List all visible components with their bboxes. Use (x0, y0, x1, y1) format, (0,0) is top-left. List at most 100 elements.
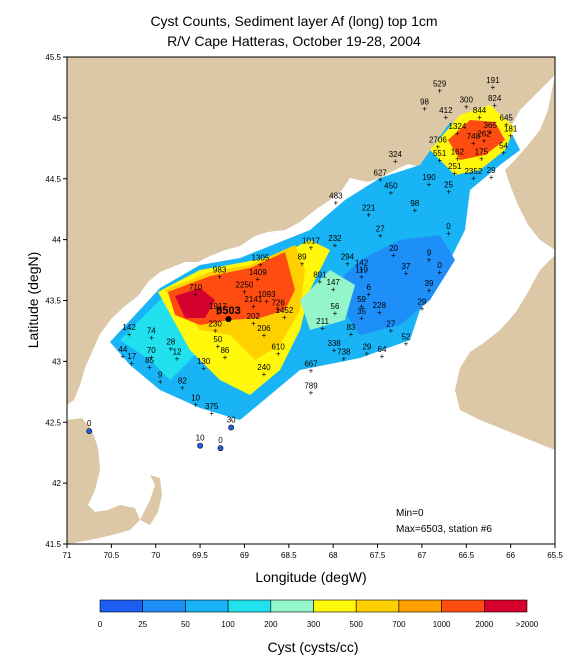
station-value: 551 (433, 149, 447, 158)
station-marker: + (377, 308, 382, 317)
station-value: 175 (475, 148, 489, 157)
station-marker: + (491, 83, 496, 92)
land-new-brunswick-coast (505, 75, 555, 250)
station-marker: + (359, 265, 364, 274)
colorbar-tick-label: 300 (307, 620, 321, 629)
station-value: 27 (386, 319, 395, 328)
station-value: 824 (488, 94, 502, 103)
station-marker: + (180, 384, 185, 393)
station-marker: + (149, 334, 154, 343)
station-marker: + (282, 313, 287, 322)
x-tick-label: 66.5 (458, 551, 474, 560)
station-marker: + (209, 409, 214, 418)
station-marker: + (378, 231, 383, 240)
station-value: 300 (460, 95, 474, 104)
station-value: 98 (420, 98, 429, 107)
x-tick-label: 69 (240, 551, 249, 560)
colorbar-swatch (355, 599, 400, 613)
station-marker: + (391, 251, 396, 260)
colorbar-tick-label: 500 (350, 620, 364, 629)
station-value: 450 (384, 182, 398, 191)
station-marker: + (365, 349, 370, 358)
station-value: 483 (329, 191, 343, 200)
x-axis-ticks: 71 70.5 70 69.5 69 68.5 68 67.5 67 66.5 66 65.5 (63, 544, 563, 560)
station-marker: + (193, 290, 198, 299)
station-value: 6503 (216, 305, 240, 317)
station-marker: + (389, 189, 394, 198)
station-marker: + (359, 302, 364, 311)
station-value: 206 (257, 324, 271, 333)
station-marker: + (251, 319, 256, 328)
station-marker: + (333, 309, 338, 318)
station-value: 0 (218, 436, 223, 445)
station-marker: + (223, 353, 228, 362)
station-value: 610 (271, 342, 285, 351)
station-value: 98 (410, 199, 419, 208)
station-value: 25 (444, 180, 453, 189)
station-value: 17 (127, 352, 136, 361)
x-tick-label: 68 (329, 551, 338, 560)
station-value: 1452 (275, 306, 293, 315)
station-value: 232 (328, 234, 342, 243)
station-marker: + (213, 326, 218, 335)
station-marker: + (127, 330, 132, 339)
station-value: 83 (346, 323, 355, 332)
colorbar-swatch (441, 599, 485, 613)
station-value: 147 (327, 278, 341, 287)
station-marker: + (276, 349, 281, 358)
station-value: 251 (448, 162, 462, 171)
station-value: 56 (331, 302, 340, 311)
max-note: Max=6503, station #6 (396, 524, 492, 535)
station-value: 54 (499, 142, 508, 151)
y-tick-label: 45.5 (45, 53, 61, 62)
station-marker: + (300, 259, 305, 268)
station-value: 891 (313, 271, 327, 280)
station-value: 726 (271, 299, 285, 308)
contour-green-central (300, 270, 355, 330)
station-marker: + (318, 278, 323, 287)
station-value: 74 (147, 327, 156, 336)
station-marker: + (508, 131, 513, 140)
station-value: 324 (389, 150, 403, 159)
colorbar: 0 25 50 100 200 300 500 700 1000 2000 >2000 (98, 599, 539, 629)
y-tick-label: 45 (52, 114, 61, 123)
x-axis-label: Longitude (degW) (255, 569, 366, 585)
station-marker: + (479, 155, 484, 164)
station-value: 50 (213, 335, 222, 344)
x-tick-label: 67 (417, 551, 426, 560)
station-marker: + (332, 346, 337, 355)
station-value: 37 (401, 262, 410, 271)
station-value: 983 (213, 266, 227, 275)
station-value: 645 (500, 114, 514, 123)
land-cape-cod (67, 418, 140, 544)
station-marker: + (262, 331, 267, 340)
station-value: 29 (417, 297, 426, 306)
station-value: 1324 (449, 122, 467, 131)
station-marker: + (471, 174, 476, 183)
x-tick-label: 67.5 (370, 551, 386, 560)
station-marker: + (446, 187, 451, 196)
colorbar-swatch (185, 599, 229, 613)
y-tick-label: 44 (52, 236, 61, 245)
station-value: 142 (355, 258, 369, 267)
station-marker: + (464, 102, 469, 111)
land-nova-scotia (455, 255, 555, 450)
station-markers: 6503+1917+2250+2141+983+710+1305+1409+10… (86, 76, 518, 452)
station-marker: + (121, 352, 126, 361)
station-value: 10 (196, 434, 205, 443)
colorbar-tick-label: 700 (392, 620, 406, 629)
station-value: 338 (327, 339, 341, 348)
station-value: 748 (467, 132, 481, 141)
station-marker: + (129, 359, 134, 368)
colorbar-label: Cyst (cysts/cc) (268, 639, 359, 655)
land-cape-cod-arm (140, 475, 162, 525)
station-marker (217, 445, 224, 452)
chart-subtitle: R/V Cape Hatteras, October 19-28, 2004 (167, 33, 421, 49)
station-value: 162 (451, 148, 465, 157)
station-marker (197, 442, 203, 449)
y-axis-label: Latitude (degN) (25, 252, 41, 349)
station-value: 190 (422, 173, 436, 182)
station-value: 667 (304, 359, 318, 368)
station-value: 12 (173, 347, 182, 356)
